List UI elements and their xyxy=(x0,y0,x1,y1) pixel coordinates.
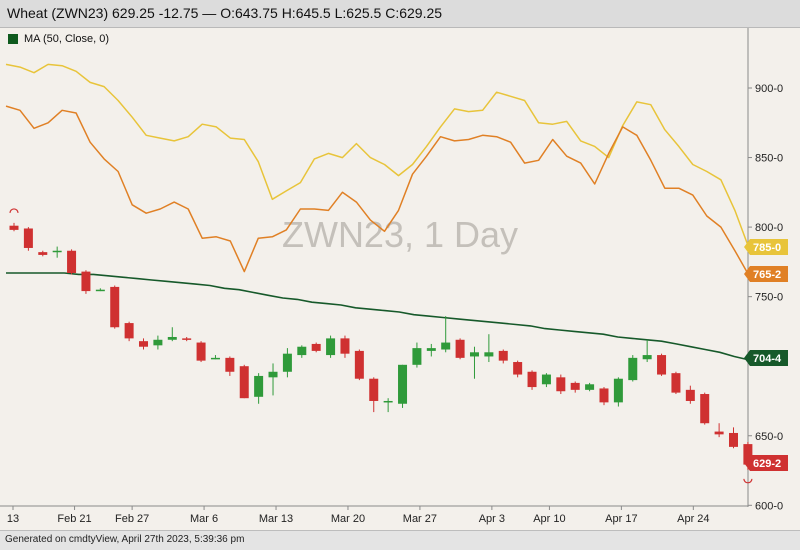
price-tag xyxy=(744,455,788,471)
chart-legend[interactable]: MA (50, Close, 0) xyxy=(8,33,109,45)
chart-title-bar: Wheat (ZWN23) 629.25 -12.75 — O:643.75 H… xyxy=(0,0,800,28)
x-tick-label: Apr 3 xyxy=(479,513,505,525)
plot-area[interactable] xyxy=(0,28,748,506)
low-marker xyxy=(743,478,753,484)
ma-line[interactable] xyxy=(6,272,750,361)
candle-body[interactable] xyxy=(527,371,537,388)
y-tick-label: 600-0 xyxy=(755,500,783,512)
candle-body[interactable] xyxy=(729,432,738,447)
candle-body[interactable] xyxy=(513,362,523,375)
price-tag-label: 704-4 xyxy=(753,353,782,365)
candle-body[interactable] xyxy=(743,444,753,465)
candle-body[interactable] xyxy=(167,336,177,340)
candle-body[interactable] xyxy=(268,371,278,378)
x-tick-label: Feb 27 xyxy=(115,513,149,525)
x-tick-label: Feb 21 xyxy=(57,513,91,525)
candle-body[interactable] xyxy=(599,388,609,403)
candle-body[interactable] xyxy=(239,366,249,399)
x-tick-label: Mar 6 xyxy=(190,513,218,525)
candle-body[interactable] xyxy=(498,350,508,361)
candle-body[interactable] xyxy=(671,373,681,393)
candle-body[interactable] xyxy=(541,374,551,385)
candle-body[interactable] xyxy=(38,252,48,255)
candle-body[interactable] xyxy=(326,338,336,356)
price-tag xyxy=(744,239,788,255)
candle-body[interactable] xyxy=(441,342,451,350)
y-tick-label: 900-0 xyxy=(755,83,783,95)
ma-legend-label: MA (50, Close, 0) xyxy=(24,33,109,45)
candle-body[interactable] xyxy=(67,250,77,274)
generated-note: Generated on cmdtyView, April 27th 2023,… xyxy=(5,534,245,545)
candle-body[interactable] xyxy=(657,355,667,375)
price-tag xyxy=(744,350,788,366)
candle-body[interactable] xyxy=(383,400,393,403)
candle-body[interactable] xyxy=(225,357,235,372)
candle-body[interactable] xyxy=(570,382,580,390)
x-tick-label: Mar 20 xyxy=(331,513,365,525)
candle-body[interactable] xyxy=(398,364,408,404)
upper-band-line[interactable] xyxy=(5,63,750,249)
candle-body[interactable] xyxy=(700,394,710,424)
x-tick-label: Apr 10 xyxy=(533,513,565,525)
price-tag-label: 785-0 xyxy=(753,242,781,254)
candle-body[interactable] xyxy=(81,271,91,292)
candle-body[interactable] xyxy=(642,355,652,360)
price-tag xyxy=(744,266,788,282)
candle-body[interactable] xyxy=(196,342,206,361)
price-tag-label: 629-2 xyxy=(753,458,781,470)
candle-body[interactable] xyxy=(685,389,695,401)
x-tick-label: Apr 24 xyxy=(677,513,709,525)
x-tick-label: Mar 27 xyxy=(403,513,437,525)
candle-body[interactable] xyxy=(412,348,422,365)
candle-body[interactable] xyxy=(153,339,163,346)
candle-body[interactable] xyxy=(139,341,149,347)
candle-body[interactable] xyxy=(714,431,724,435)
candle-body[interactable] xyxy=(340,338,350,354)
candle-body[interactable] xyxy=(95,289,105,292)
lower-band-line[interactable] xyxy=(5,105,750,276)
candle-body[interactable] xyxy=(556,377,566,392)
candle-body[interactable] xyxy=(254,375,264,397)
candle-body[interactable] xyxy=(210,357,220,360)
candle-body[interactable] xyxy=(282,353,292,372)
candle-body[interactable] xyxy=(369,378,379,401)
y-tick-label: 750-0 xyxy=(755,292,783,304)
footer-bar: Generated on cmdtyView, April 27th 2023,… xyxy=(0,530,800,550)
high-marker xyxy=(9,208,19,214)
candle-body[interactable] xyxy=(426,348,436,351)
candle-body[interactable] xyxy=(469,352,479,357)
candle-body[interactable] xyxy=(613,378,623,403)
candle-body[interactable] xyxy=(124,323,134,339)
chart-title: Wheat (ZWN23) 629.25 -12.75 — O:643.75 H… xyxy=(7,5,443,21)
x-tick-label: 13 xyxy=(7,513,19,525)
candle-body[interactable] xyxy=(23,228,33,248)
ma-legend-swatch xyxy=(8,34,18,44)
price-tag-label: 765-2 xyxy=(753,269,781,281)
candle-body[interactable] xyxy=(628,357,638,381)
y-tick-label: 850-0 xyxy=(755,153,783,165)
candle-body[interactable] xyxy=(110,286,120,328)
candle-body[interactable] xyxy=(455,339,465,358)
candle-body[interactable] xyxy=(9,225,19,230)
x-tick-label: Mar 13 xyxy=(259,513,293,525)
candle-body[interactable] xyxy=(585,384,595,390)
candle-body[interactable] xyxy=(52,250,62,253)
x-tick-label: Apr 17 xyxy=(605,513,637,525)
chart-watermark: ZWN23, 1 Day xyxy=(282,214,518,255)
candle-body[interactable] xyxy=(311,343,321,351)
candle-body[interactable] xyxy=(297,346,307,356)
candle-body[interactable] xyxy=(354,350,364,379)
candle-body[interactable] xyxy=(484,352,494,357)
y-tick-label: 650-0 xyxy=(755,431,783,443)
candle-body[interactable] xyxy=(182,338,192,340)
y-tick-label: 800-0 xyxy=(755,222,783,234)
price-chart[interactable]: ZWN23, 1 Day 900-0 850-0 800-0 750-0 650-0 600… xyxy=(0,28,800,530)
